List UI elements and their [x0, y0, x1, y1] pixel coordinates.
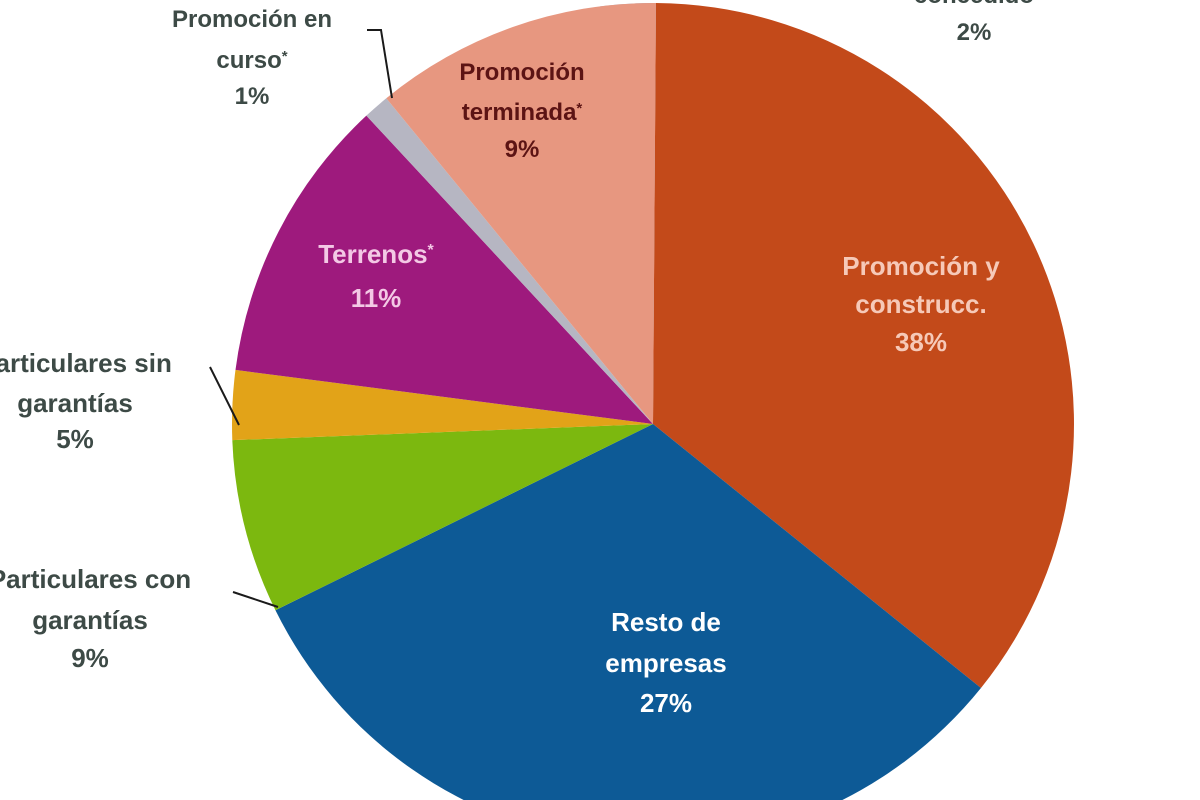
- svg-text:Promoción y: Promoción y: [842, 251, 1000, 281]
- svg-text:garantías: garantías: [32, 605, 148, 635]
- svg-text:Particulares con: Particulares con: [0, 564, 191, 594]
- svg-text:2%: 2%: [957, 19, 992, 46]
- svg-text:terminada*: terminada*: [462, 99, 583, 126]
- svg-text:Terrenos*: Terrenos*: [318, 239, 434, 269]
- svg-text:Promoción: Promoción: [459, 59, 584, 86]
- svg-text:curso*: curso*: [216, 47, 287, 74]
- svg-text:Promoción en: Promoción en: [172, 6, 332, 33]
- svg-text:Particulares sin: Particulares sin: [0, 348, 172, 378]
- svg-text:9%: 9%: [71, 643, 109, 673]
- svg-text:27%: 27%: [640, 688, 692, 718]
- svg-text:5%: 5%: [56, 424, 94, 454]
- svg-text:garantías: garantías: [17, 388, 133, 418]
- svg-text:1%: 1%: [235, 83, 270, 110]
- svg-text:38%: 38%: [895, 327, 947, 357]
- svg-text:empresas: empresas: [605, 648, 726, 678]
- svg-text:construcc.: construcc.: [855, 289, 987, 319]
- svg-text:11%: 11%: [351, 283, 402, 313]
- svg-text:concedido: concedido: [914, 0, 1034, 9]
- svg-text:Resto de: Resto de: [611, 607, 721, 637]
- svg-text:9%: 9%: [505, 136, 540, 163]
